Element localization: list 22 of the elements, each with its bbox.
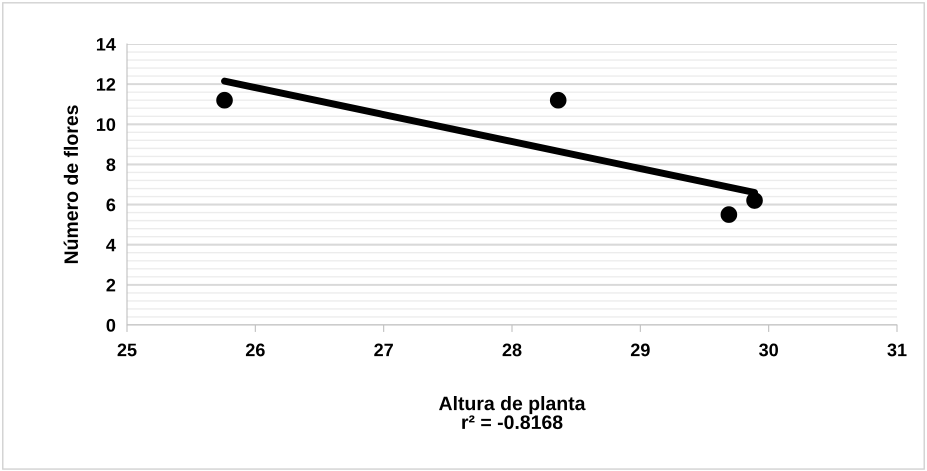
y-tick-label: 2 xyxy=(106,278,116,292)
point xyxy=(550,92,566,108)
x-tick-label: 29 xyxy=(630,344,650,356)
y-tick-label: 4 xyxy=(106,238,116,252)
y-tick-label: 6 xyxy=(106,198,116,212)
text: r² = -0.8168 xyxy=(462,415,562,430)
y-axis-title: Número de flores xyxy=(64,105,78,264)
y-tick-label: 12 xyxy=(96,78,116,91)
x-tick-label: 31 xyxy=(887,344,907,356)
x-tick-label: 30 xyxy=(759,344,778,356)
point xyxy=(720,206,738,223)
y-tick-label: 14 xyxy=(96,38,116,51)
x-axis-title: Altura de planta xyxy=(439,396,586,414)
point xyxy=(746,192,763,209)
y-tick-label: 10 xyxy=(96,118,116,132)
x-tick-label: 27 xyxy=(374,344,393,356)
x-tick-label: 25 xyxy=(118,344,137,356)
point xyxy=(216,92,233,108)
x-tick-label: 28 xyxy=(502,344,522,356)
x-tick-label: 26 xyxy=(246,344,265,356)
y-tick-label: 0 xyxy=(106,318,116,332)
y-tick-label: 8 xyxy=(106,158,116,172)
